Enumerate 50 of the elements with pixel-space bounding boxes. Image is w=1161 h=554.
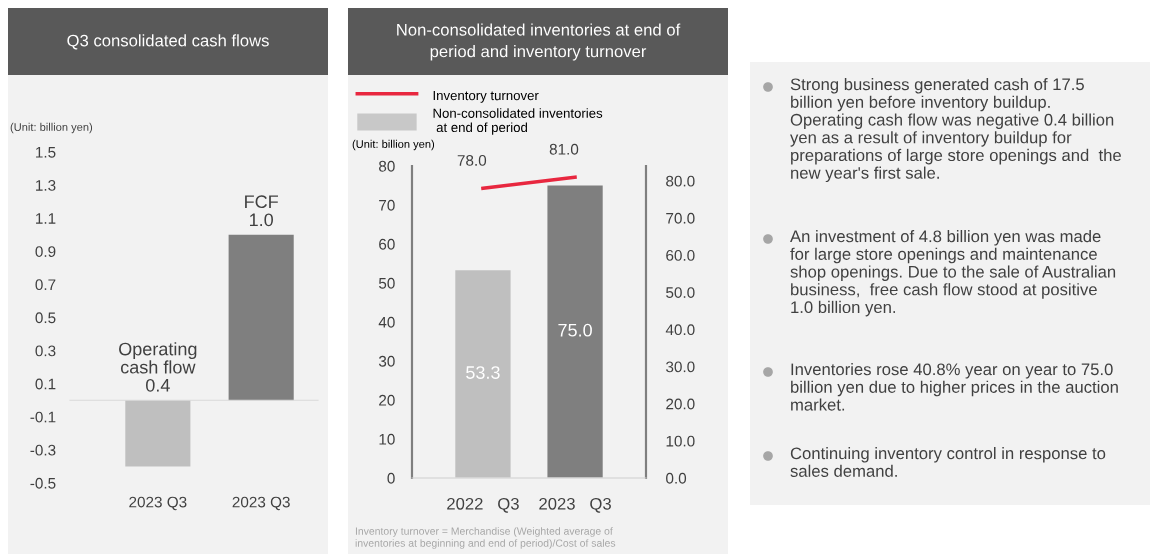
- x-tick-label: 2023 Q3: [539, 497, 611, 513]
- y-tick-label: 60: [379, 238, 395, 250]
- y-tick-label: 0: [387, 472, 395, 484]
- text: An investment of 4.8 billion yen was made for large store openings and maintenance shop openings. Due to the sale of Australian business, free cash flow stood at positive 1.0 billion yen.: [790, 230, 1116, 317]
- data-label: FCF 1.0: [245, 195, 278, 227]
- y2-tick-label: 30.0: [666, 361, 695, 373]
- y-tick-label: 70: [379, 199, 395, 211]
- y-tick-label: 10: [379, 433, 395, 445]
- data-label: 81.0: [549, 143, 579, 155]
- y2-tick-label: 40.0: [665, 324, 695, 336]
- chart-title: Non-consolidated inventories at end of period and inventory turnover: [397, 23, 681, 61]
- y-tick-label: 80: [379, 160, 395, 172]
- data-label: Operating cash flow 0.4: [119, 342, 197, 392]
- y-tick-label: -0.3: [30, 444, 56, 456]
- y2-tick-label: 80.0: [666, 175, 695, 187]
- x-tick-label: 2023 Q3: [129, 496, 187, 511]
- y-tick-label: 40: [378, 316, 395, 328]
- y-tick-label: 0.9: [35, 246, 56, 257]
- x-tick-label: 2022 Q3: [447, 497, 519, 513]
- y2-tick-label: 20.0: [666, 398, 695, 410]
- x-tick-label: 2023 Q3: [232, 496, 290, 511]
- text: Continuing inventory control in response to sales demand.: [790, 447, 1106, 477]
- y-tick-label: 50: [378, 277, 395, 289]
- y-tick-label: 0.1: [35, 378, 56, 390]
- y2-tick-label: 70.0: [666, 212, 695, 224]
- y-tick-label: 1.3: [36, 179, 56, 191]
- text: Strong business generated cash of 17.5 billion yen before inventory buildup. Operating cash flow was negative 0.4 billion yen as a result of inventory buildup for preparations of large store openings and the new year's first sale.: [790, 78, 1121, 183]
- data-label: 78.0: [457, 155, 487, 166]
- y-tick-label: 20: [379, 394, 395, 406]
- chart-title: Q3 consolidated cash flows: [67, 34, 269, 50]
- y2-tick-label: 10.0: [666, 435, 695, 447]
- data-label: 53.3: [466, 366, 500, 379]
- y-tick-label: 0.3: [35, 345, 56, 357]
- data-label: 75.0: [558, 323, 592, 337]
- y-tick-label: 1.5: [36, 147, 56, 158]
- y-tick-label: 30: [378, 355, 395, 367]
- y2-tick-label: 50.0: [666, 287, 695, 298]
- y-tick-label: -0.5: [30, 477, 56, 489]
- y2-tick-label: 0.0: [666, 472, 687, 484]
- y-tick-label: 0.5: [35, 312, 56, 324]
- legend-label: Inventory turnover: [433, 91, 539, 103]
- text: (Unit: billion yen): [10, 122, 93, 134]
- y2-tick-label: 60.0: [666, 250, 695, 261]
- y-tick-label: -0.1: [30, 411, 56, 423]
- legend-label: Non-consolidated inventories at end of period: [433, 108, 603, 135]
- y-tick-label: 1.1: [36, 213, 56, 224]
- y-tick-label: 0.7: [35, 279, 56, 291]
- text: Inventory turnover = Merchandise (Weighted average of inventories at beginning and end of period)/Cost of sales: [355, 527, 616, 549]
- text: Inventories rose 40.8% year on year to 75.0 billion yen due to higher prices in the auction market.: [791, 363, 1118, 411]
- text: (Unit: billion yen): [352, 139, 435, 151]
